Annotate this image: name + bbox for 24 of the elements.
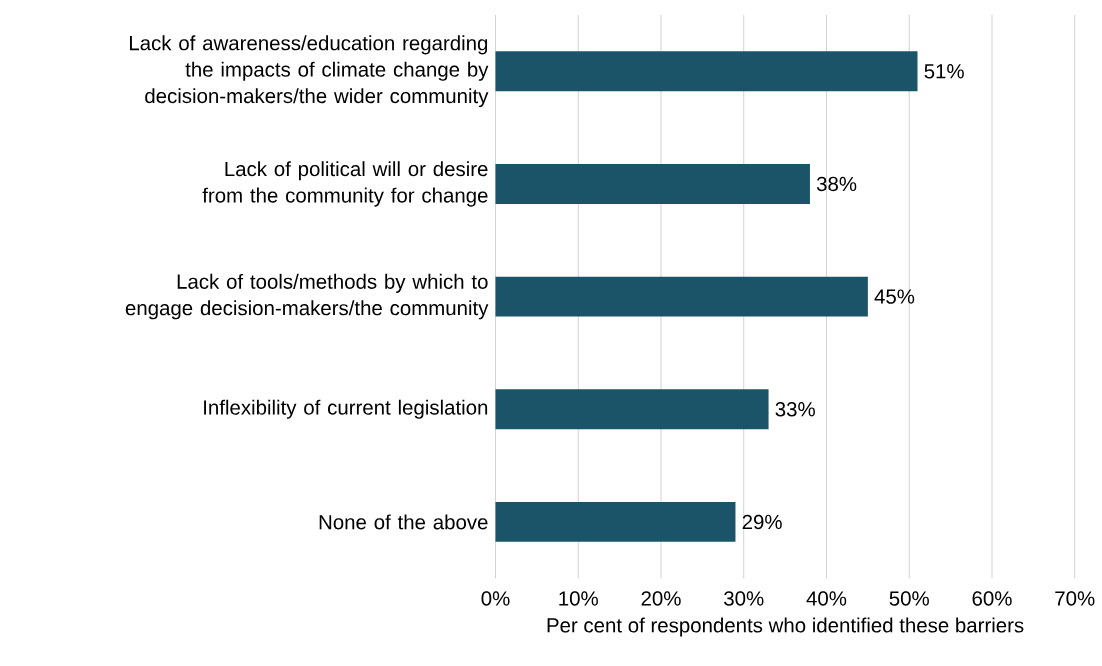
bar xyxy=(495,164,810,204)
y-tick-label: Lack of tools/methods by which to engage decision-makers/the community xyxy=(125,273,489,320)
y-tick-label: Inflexibility of current legislation xyxy=(204,399,488,419)
bar xyxy=(495,389,769,430)
x-tick-label: 0% xyxy=(481,591,510,606)
y-tick-label: None of the above xyxy=(319,514,488,530)
x-tick-label: 20% xyxy=(641,591,681,606)
y-tick-label: Lack of political will or desire from the community for change xyxy=(202,161,488,207)
data-label: 29% xyxy=(742,514,782,530)
bar xyxy=(495,501,736,542)
x-tick-label: 40% xyxy=(806,591,847,606)
data-label: 38% xyxy=(816,176,857,192)
data-label: 45% xyxy=(874,289,915,304)
x-tick-label: 30% xyxy=(724,591,764,606)
y-tick-label: Lack of awareness/education regarding the impacts of climate change by decision-makers/the wider community xyxy=(130,35,489,108)
x-tick-label: 70% xyxy=(1055,591,1095,606)
x-tick-label: 50% xyxy=(889,591,929,606)
x-tick-label: 60% xyxy=(972,591,1012,606)
x-tick-label: 10% xyxy=(559,591,598,606)
data-label: 51% xyxy=(924,64,964,79)
x-axis-title: Per cent of respondents who identified these barriers xyxy=(547,617,1024,637)
bar xyxy=(495,51,918,92)
data-label: 33% xyxy=(775,402,815,417)
bar xyxy=(495,276,868,317)
